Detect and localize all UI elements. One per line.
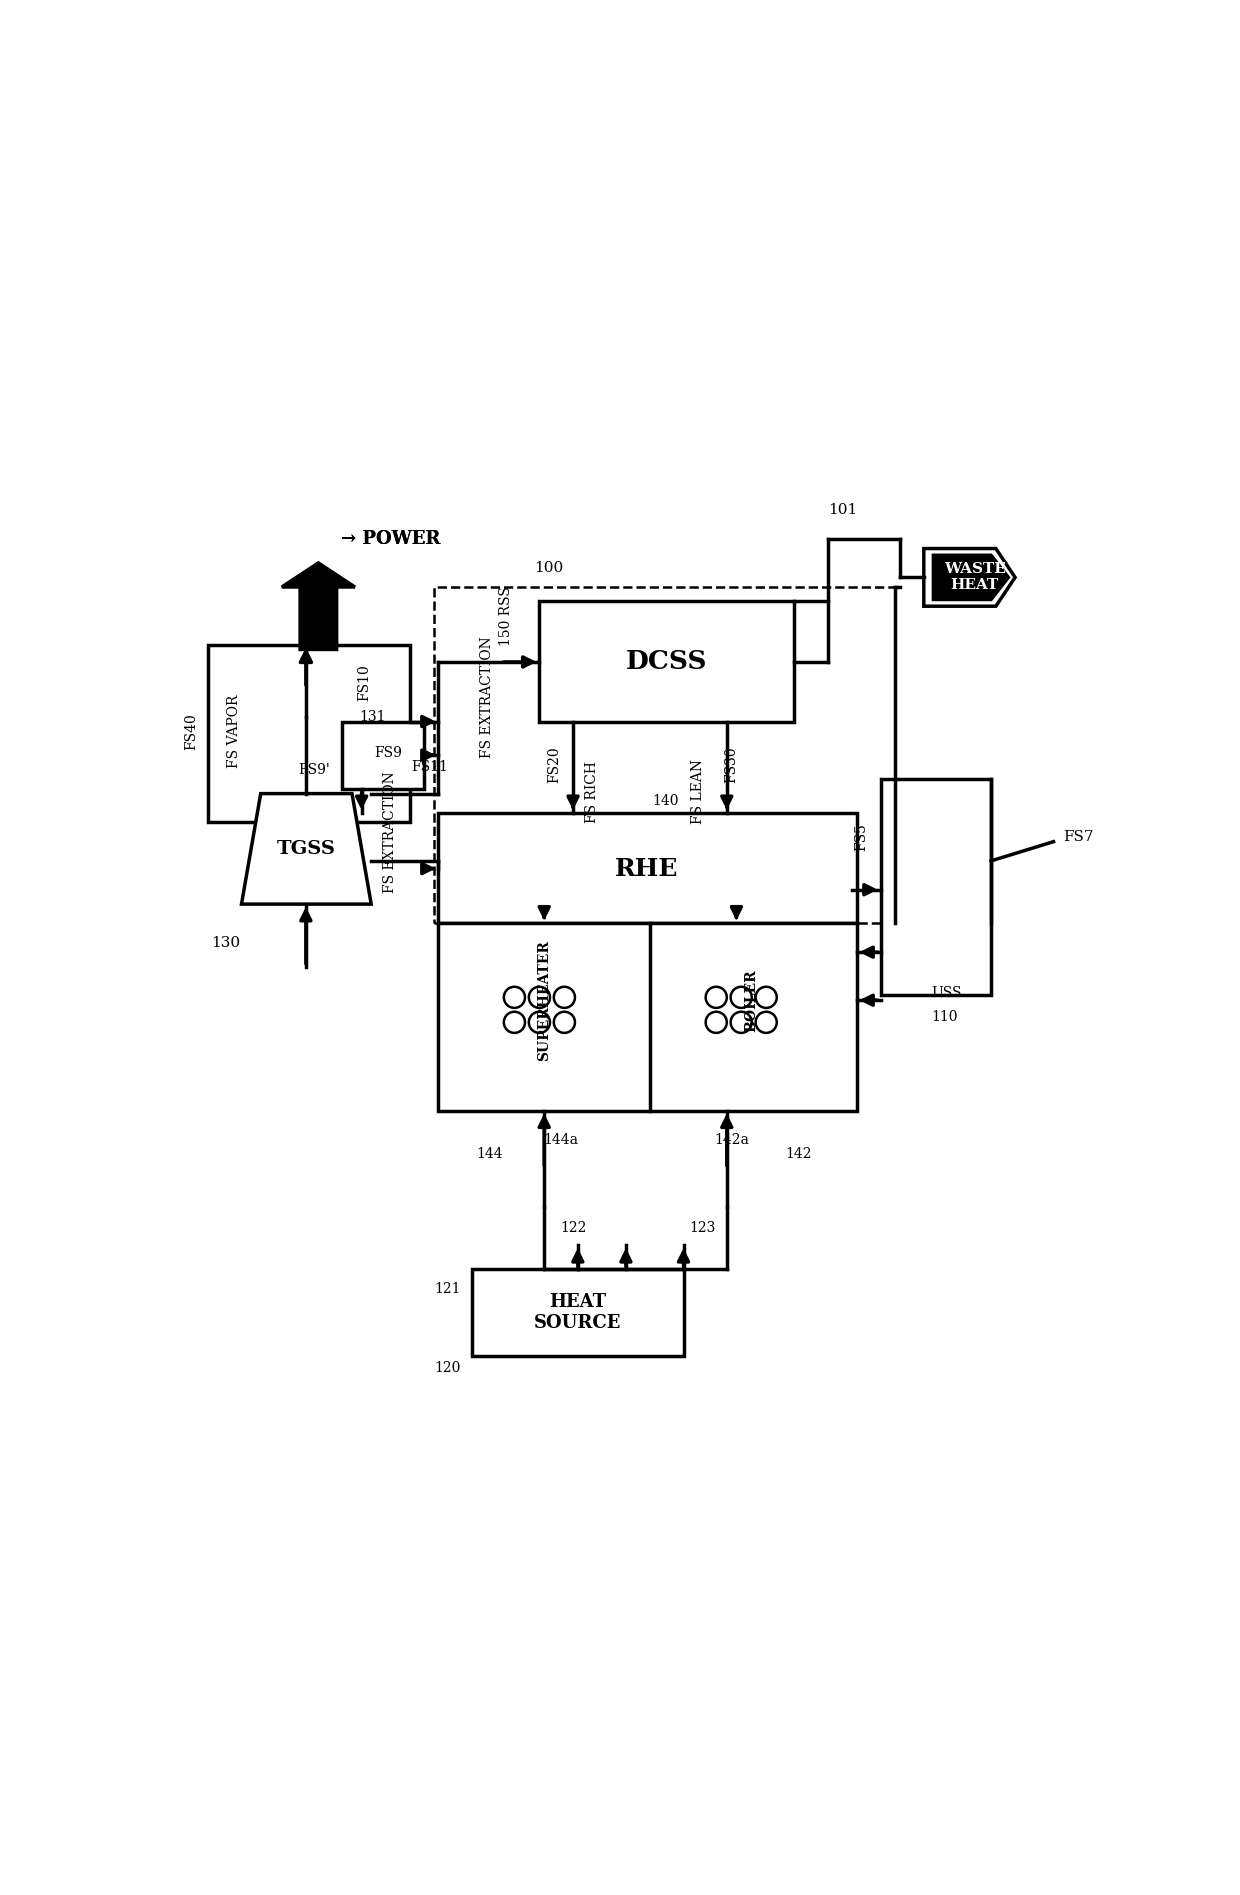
Text: 144a: 144a (543, 1133, 578, 1146)
Text: RHE: RHE (615, 857, 678, 881)
Text: FS10: FS10 (357, 665, 372, 701)
Polygon shape (242, 794, 371, 904)
Text: 144: 144 (476, 1146, 502, 1162)
Text: 100: 100 (534, 561, 564, 574)
Text: 123: 123 (689, 1220, 715, 1236)
Text: USS: USS (931, 987, 962, 1001)
Text: FS LEAN: FS LEAN (691, 760, 706, 824)
Text: FS7: FS7 (1063, 830, 1094, 843)
Bar (342, 722, 424, 788)
Text: TGSS: TGSS (277, 839, 335, 858)
Text: 130: 130 (211, 936, 239, 949)
Text: 120: 120 (434, 1361, 460, 1376)
Text: 131: 131 (360, 711, 386, 724)
Text: SUPERHEATER: SUPERHEATER (537, 940, 552, 1061)
Bar (434, 587, 895, 923)
Text: FS40: FS40 (185, 713, 198, 750)
Polygon shape (934, 555, 1008, 599)
Text: FS RICH: FS RICH (585, 760, 599, 822)
Text: WASTE
HEAT: WASTE HEAT (944, 563, 1006, 593)
Text: FS EXTRACTION: FS EXTRACTION (480, 637, 494, 758)
Text: → POWER: → POWER (341, 531, 440, 548)
Text: 142: 142 (786, 1146, 812, 1162)
Text: 140: 140 (652, 794, 678, 809)
Text: FS5: FS5 (854, 822, 868, 851)
Text: 150 RSS: 150 RSS (498, 586, 513, 646)
Bar (472, 1270, 683, 1355)
Text: 122: 122 (559, 1220, 587, 1236)
Text: FS9': FS9' (298, 762, 330, 777)
Text: FS20: FS20 (547, 747, 560, 783)
Text: 142a: 142a (714, 1133, 749, 1146)
Bar (439, 923, 857, 1110)
Text: 121: 121 (434, 1281, 460, 1296)
Text: FS EXTRACTION: FS EXTRACTION (383, 771, 398, 893)
Text: BOILER: BOILER (744, 968, 758, 1031)
Text: 110: 110 (931, 1010, 959, 1023)
Text: FS VAPOR: FS VAPOR (227, 694, 241, 767)
Text: → POWER: → POWER (341, 531, 440, 548)
Text: HEAT
SOURCE: HEAT SOURCE (534, 1292, 621, 1332)
Text: FS30: FS30 (724, 747, 739, 783)
Bar (439, 813, 857, 923)
Text: FS9: FS9 (374, 747, 402, 760)
Text: 101: 101 (828, 502, 857, 517)
Text: FS11: FS11 (412, 760, 448, 773)
Polygon shape (281, 563, 355, 650)
Polygon shape (924, 548, 1016, 606)
Bar (208, 644, 409, 822)
Bar (880, 779, 991, 995)
Bar (539, 601, 794, 722)
Text: DCSS: DCSS (625, 650, 707, 675)
